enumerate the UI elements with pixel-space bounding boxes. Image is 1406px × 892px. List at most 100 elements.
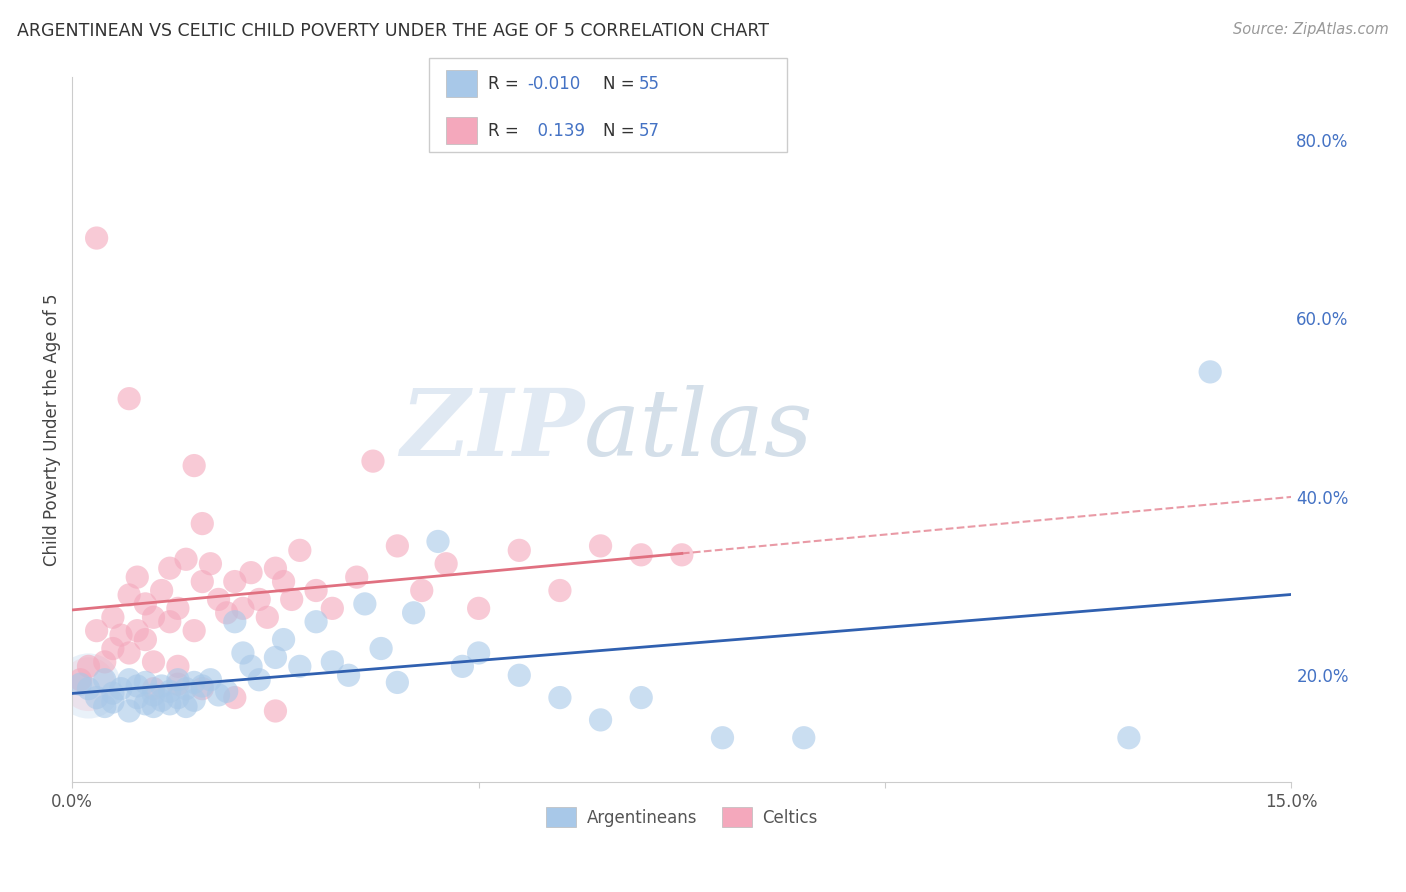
Point — [69, 677, 91, 691]
Point — [200, 557, 222, 571]
Point — [167, 690, 190, 705]
Point — [402, 606, 425, 620]
Point — [224, 615, 246, 629]
Point — [305, 583, 328, 598]
Point — [200, 673, 222, 687]
Point — [127, 570, 149, 584]
Point — [273, 632, 295, 647]
Point — [127, 624, 149, 638]
Point — [215, 684, 238, 698]
Text: 57: 57 — [638, 121, 659, 139]
Point — [191, 681, 214, 696]
Point — [159, 561, 181, 575]
Point — [387, 539, 409, 553]
Point — [207, 592, 229, 607]
Point — [77, 677, 100, 691]
Point — [167, 601, 190, 615]
Point — [224, 574, 246, 589]
Text: -0.010: -0.010 — [527, 75, 581, 93]
Point — [93, 673, 115, 687]
Point — [387, 675, 409, 690]
Point — [247, 592, 270, 607]
Point — [134, 597, 156, 611]
Point — [150, 679, 173, 693]
Point — [142, 610, 165, 624]
Point — [589, 713, 612, 727]
Text: atlas: atlas — [585, 384, 814, 475]
Point — [69, 673, 91, 687]
Point — [207, 688, 229, 702]
Point — [77, 681, 100, 696]
Point — [118, 588, 141, 602]
Point — [174, 681, 197, 696]
Point — [240, 566, 263, 580]
Point — [589, 539, 612, 553]
Point — [183, 624, 205, 638]
Point — [247, 673, 270, 687]
Point — [127, 679, 149, 693]
Point — [191, 679, 214, 693]
Point — [101, 641, 124, 656]
Point — [321, 655, 343, 669]
Point — [711, 731, 734, 745]
Point — [630, 548, 652, 562]
Point — [370, 641, 392, 656]
Point — [671, 548, 693, 562]
Point — [1118, 731, 1140, 745]
Point — [411, 583, 433, 598]
Point — [467, 601, 489, 615]
Point — [273, 574, 295, 589]
Point — [77, 679, 100, 693]
Point — [548, 583, 571, 598]
Point — [232, 601, 254, 615]
Point — [142, 688, 165, 702]
Point — [101, 686, 124, 700]
Point — [427, 534, 450, 549]
Point — [159, 697, 181, 711]
Point — [142, 699, 165, 714]
Point — [118, 673, 141, 687]
Point — [86, 231, 108, 245]
Point — [793, 731, 815, 745]
Point — [548, 690, 571, 705]
Text: R =: R = — [488, 75, 524, 93]
Point — [167, 677, 190, 691]
Point — [134, 697, 156, 711]
Point — [101, 610, 124, 624]
Point — [451, 659, 474, 673]
Point — [183, 458, 205, 473]
Point — [118, 646, 141, 660]
Point — [159, 615, 181, 629]
Text: Source: ZipAtlas.com: Source: ZipAtlas.com — [1233, 22, 1389, 37]
Point — [232, 646, 254, 660]
Point — [77, 659, 100, 673]
Y-axis label: Child Poverty Under the Age of 5: Child Poverty Under the Age of 5 — [44, 293, 60, 566]
Point — [183, 675, 205, 690]
Point — [508, 543, 530, 558]
Point — [191, 574, 214, 589]
Point — [288, 659, 311, 673]
Text: ARGENTINEAN VS CELTIC CHILD POVERTY UNDER THE AGE OF 5 CORRELATION CHART: ARGENTINEAN VS CELTIC CHILD POVERTY UNDE… — [17, 22, 769, 40]
Point — [183, 693, 205, 707]
Point — [353, 597, 375, 611]
Point — [101, 695, 124, 709]
Point — [264, 704, 287, 718]
Point — [86, 690, 108, 705]
Point — [134, 675, 156, 690]
Point — [93, 655, 115, 669]
Point — [86, 624, 108, 638]
Point — [118, 392, 141, 406]
Point — [280, 592, 302, 607]
Point — [346, 570, 368, 584]
Point — [150, 693, 173, 707]
Point — [288, 543, 311, 558]
Point — [142, 681, 165, 696]
Point — [142, 655, 165, 669]
Point — [150, 583, 173, 598]
Point — [215, 606, 238, 620]
Point — [467, 646, 489, 660]
Point — [110, 681, 132, 696]
Point — [127, 690, 149, 705]
Point — [256, 610, 278, 624]
Point — [167, 673, 190, 687]
